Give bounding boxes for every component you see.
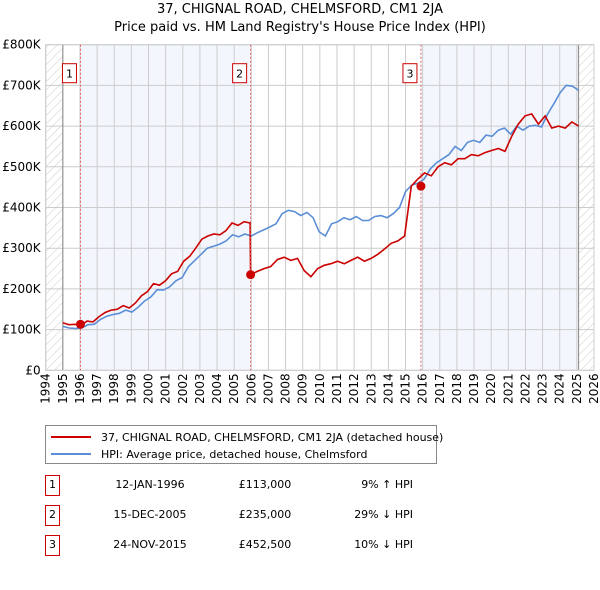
x-tick-label: 2020	[484, 373, 498, 404]
sale-price: £113,000	[238, 478, 292, 491]
sale-price: £235,000	[238, 508, 292, 521]
x-tick-label: 2002	[176, 373, 190, 404]
y-tick-label: £600K	[2, 119, 42, 133]
x-tick-label: 1998	[107, 373, 121, 404]
sale-date: 15-DEC-2005	[113, 508, 187, 521]
x-tick-label: 2004	[210, 373, 224, 404]
x-tick-label: 2015	[399, 373, 413, 404]
x-tick-label: 2018	[450, 373, 464, 404]
x-tick-label: 2019	[467, 373, 481, 404]
x-tick-label: 2022	[518, 373, 532, 404]
x-tick-label: 2024	[553, 373, 567, 404]
sale-point	[75, 319, 85, 329]
y-tick-label: £400K	[2, 201, 42, 215]
plot-border	[45, 44, 595, 371]
sale-label-box	[61, 63, 77, 84]
legend-label-hpi: HPI: Average price, detached house, Chel…	[101, 447, 368, 461]
x-tick-label: 2026	[587, 373, 600, 404]
sale-label-number: 2	[236, 68, 243, 81]
y-tick-label: £300K	[2, 241, 42, 255]
x-tick-label: 2017	[433, 373, 447, 404]
x-tick-label: 2008	[279, 373, 293, 404]
x-tick-label: 2011	[330, 373, 344, 404]
y-tick-label: £100K	[2, 323, 42, 337]
sale-hpi-diff: 10% ↓ HPI	[354, 538, 413, 551]
y-tick-label: £200K	[2, 282, 42, 296]
x-tick-label: 2025	[570, 373, 584, 404]
x-tick-label: 1999	[124, 373, 138, 404]
x-tick-label: 2009	[296, 373, 310, 404]
sale-price: £452,500	[238, 538, 292, 551]
x-tick-label: 2000	[142, 373, 156, 404]
x-tick-label: 1994	[39, 373, 53, 404]
x-tick-label: 2014	[381, 373, 395, 404]
sale-date: 24-NOV-2015	[113, 538, 187, 551]
x-tick-label: 2010	[313, 373, 327, 404]
sale-row: 2 15-DEC-2005 £235,000 29% ↓ HPI	[45, 505, 445, 526]
chart-subtitle: Price paid vs. HM Land Registry's House …	[114, 20, 486, 35]
sale-hpi-diff: 9% ↑ HPI	[361, 478, 413, 491]
legend: 37, CHIGNAL ROAD, CHELMSFORD, CM1 2JA (d…	[45, 425, 443, 464]
sale-date: 12-JAN-1996	[115, 478, 185, 491]
legend-label-price-paid: 37, CHIGNAL ROAD, CHELMSFORD, CM1 2JA (d…	[101, 430, 444, 444]
x-tick-label: 2006	[244, 373, 258, 404]
y-tick-label: £500K	[2, 160, 42, 174]
x-tick-label: 2013	[364, 373, 378, 404]
legend-swatch-hpi	[51, 453, 91, 455]
sale-row: 3 24-NOV-2015 £452,500 10% ↓ HPI	[45, 535, 445, 556]
sale-label-box	[402, 63, 418, 84]
sale-point	[416, 181, 426, 191]
x-tick-label: 1997	[90, 373, 104, 404]
x-tick-label: 1996	[73, 373, 87, 404]
legend-swatch-price-paid	[51, 436, 91, 438]
sale-hpi-diff: 29% ↓ HPI	[354, 508, 413, 521]
x-tick-label: 2005	[227, 373, 241, 404]
sale-row: 1 12-JAN-1996 £113,000 9% ↑ HPI	[45, 475, 445, 496]
x-tick-label: 2016	[416, 373, 430, 404]
x-tick-label: 2021	[501, 373, 515, 404]
chart-title: 37, CHIGNAL ROAD, CHELMSFORD, CM1 2JA	[156, 2, 444, 17]
sale-label-number: 1	[66, 68, 73, 81]
x-tick-label: 2001	[159, 373, 173, 404]
x-tick-label: 2023	[536, 373, 550, 404]
x-tick-label: 2003	[193, 373, 207, 404]
x-tick-label: 1995	[56, 373, 70, 404]
plot-area: 1994 1995 1996 1997 1998 1999 2000 2001 2002 2003…	[2, 38, 600, 404]
price-paid-series-line	[62, 112, 580, 327]
x-tick-label: 2007	[261, 373, 275, 404]
y-tick-label: £700K	[2, 78, 42, 92]
hpi-series-line	[62, 84, 580, 330]
sale-label-box	[232, 63, 248, 84]
sale-label-number: 3	[406, 68, 413, 81]
sale-point	[246, 270, 256, 280]
sale-marker-badge: 1	[45, 475, 60, 496]
sale-marker-badge: 3	[45, 535, 60, 556]
y-tick-label: £0	[25, 363, 40, 377]
y-tick-label: £800K	[2, 38, 42, 52]
x-tick-label: 2012	[347, 373, 361, 404]
sale-marker-badge: 2	[45, 505, 60, 526]
